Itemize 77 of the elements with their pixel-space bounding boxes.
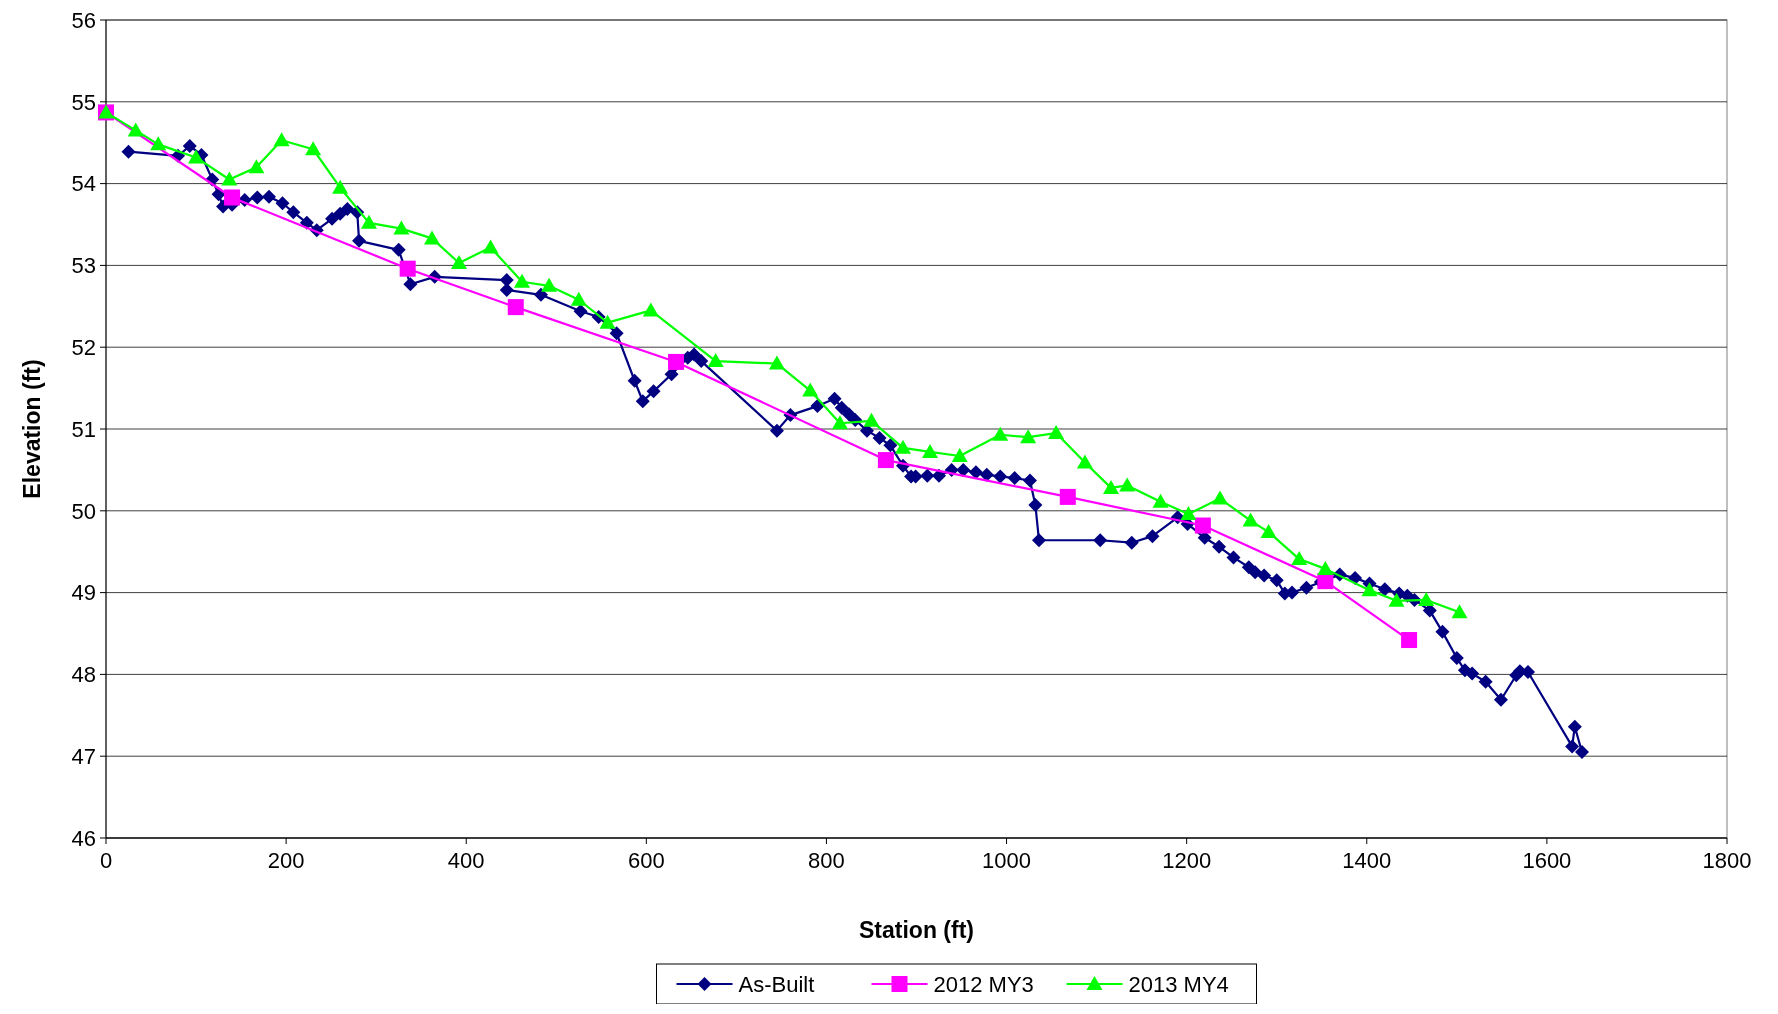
- x-axis-title: Station (ft): [859, 917, 974, 943]
- point: [599, 314, 616, 329]
- point: [248, 159, 265, 174]
- legend-label: As-Built: [738, 971, 815, 997]
- point: [951, 447, 968, 462]
- point: [1152, 493, 1169, 508]
- point: [273, 132, 290, 147]
- y-tick-label: 47: [71, 743, 96, 769]
- point: [188, 149, 205, 164]
- point: [922, 443, 939, 458]
- point: [1242, 512, 1259, 527]
- point: [1211, 490, 1228, 505]
- point: [1361, 582, 1378, 597]
- point: [332, 179, 349, 194]
- point: [707, 353, 724, 368]
- point: [831, 415, 848, 430]
- point: [399, 260, 416, 277]
- point: [221, 171, 238, 186]
- point: [802, 382, 819, 397]
- point: [1076, 454, 1093, 469]
- point: [482, 239, 499, 254]
- legend-label: 2012 MY3: [933, 971, 1034, 997]
- x-tick-label: 1400: [1342, 848, 1392, 873]
- y-tick-label: 55: [71, 89, 96, 115]
- y-tick-label: 56: [71, 7, 96, 33]
- x-tick-label: 600: [627, 848, 665, 873]
- x-tick-label: 400: [447, 848, 485, 873]
- point: [1451, 604, 1468, 619]
- y-tick-label: 52: [71, 334, 96, 360]
- y-tick-label: 46: [71, 825, 96, 851]
- point: [1401, 632, 1418, 649]
- y-tick-label: 51: [71, 416, 96, 442]
- point: [1388, 592, 1405, 607]
- point: [1119, 477, 1136, 492]
- point: [1059, 488, 1076, 505]
- point: [150, 136, 167, 151]
- x-tick-label: 200: [267, 848, 305, 873]
- point: [451, 254, 468, 269]
- point: [360, 214, 377, 229]
- point: [863, 412, 880, 427]
- point: [541, 277, 558, 292]
- point: [668, 353, 685, 370]
- point: [1194, 517, 1211, 534]
- y-tick-label: 49: [71, 580, 96, 606]
- point: [877, 452, 894, 469]
- point: [1048, 425, 1065, 440]
- legend-label: 2013 MY4: [1128, 971, 1229, 997]
- point: [642, 302, 659, 317]
- point: [127, 122, 144, 137]
- point: [1291, 551, 1308, 566]
- point: [1317, 560, 1334, 575]
- point: [507, 299, 524, 316]
- point: [305, 141, 322, 156]
- point: [424, 230, 440, 245]
- x-tick-label: 800: [808, 848, 845, 873]
- y-tick-label: 48: [71, 662, 96, 688]
- x-tick-label: 1000: [982, 848, 1032, 873]
- point: [992, 426, 1009, 441]
- point: [570, 291, 587, 306]
- point: [1180, 506, 1197, 521]
- point: [393, 220, 410, 235]
- x-tick-label: 0: [99, 848, 113, 873]
- point: [1418, 591, 1435, 606]
- y-tick-label: 54: [71, 171, 96, 197]
- point: [1020, 429, 1037, 444]
- y-axis-title: Elevation (ft): [19, 359, 45, 499]
- x-tick-label: 1200: [1162, 848, 1212, 873]
- x-tick-label: 1800: [1702, 848, 1752, 873]
- y-tick-label: 50: [71, 498, 96, 524]
- point: [768, 355, 785, 370]
- y-tick-label: 53: [71, 253, 96, 279]
- point: [1260, 524, 1277, 539]
- x-tick-label: 1600: [1522, 848, 1572, 873]
- point: [1103, 479, 1120, 494]
- point: [224, 189, 241, 206]
- point: [514, 273, 531, 288]
- point: [894, 439, 911, 454]
